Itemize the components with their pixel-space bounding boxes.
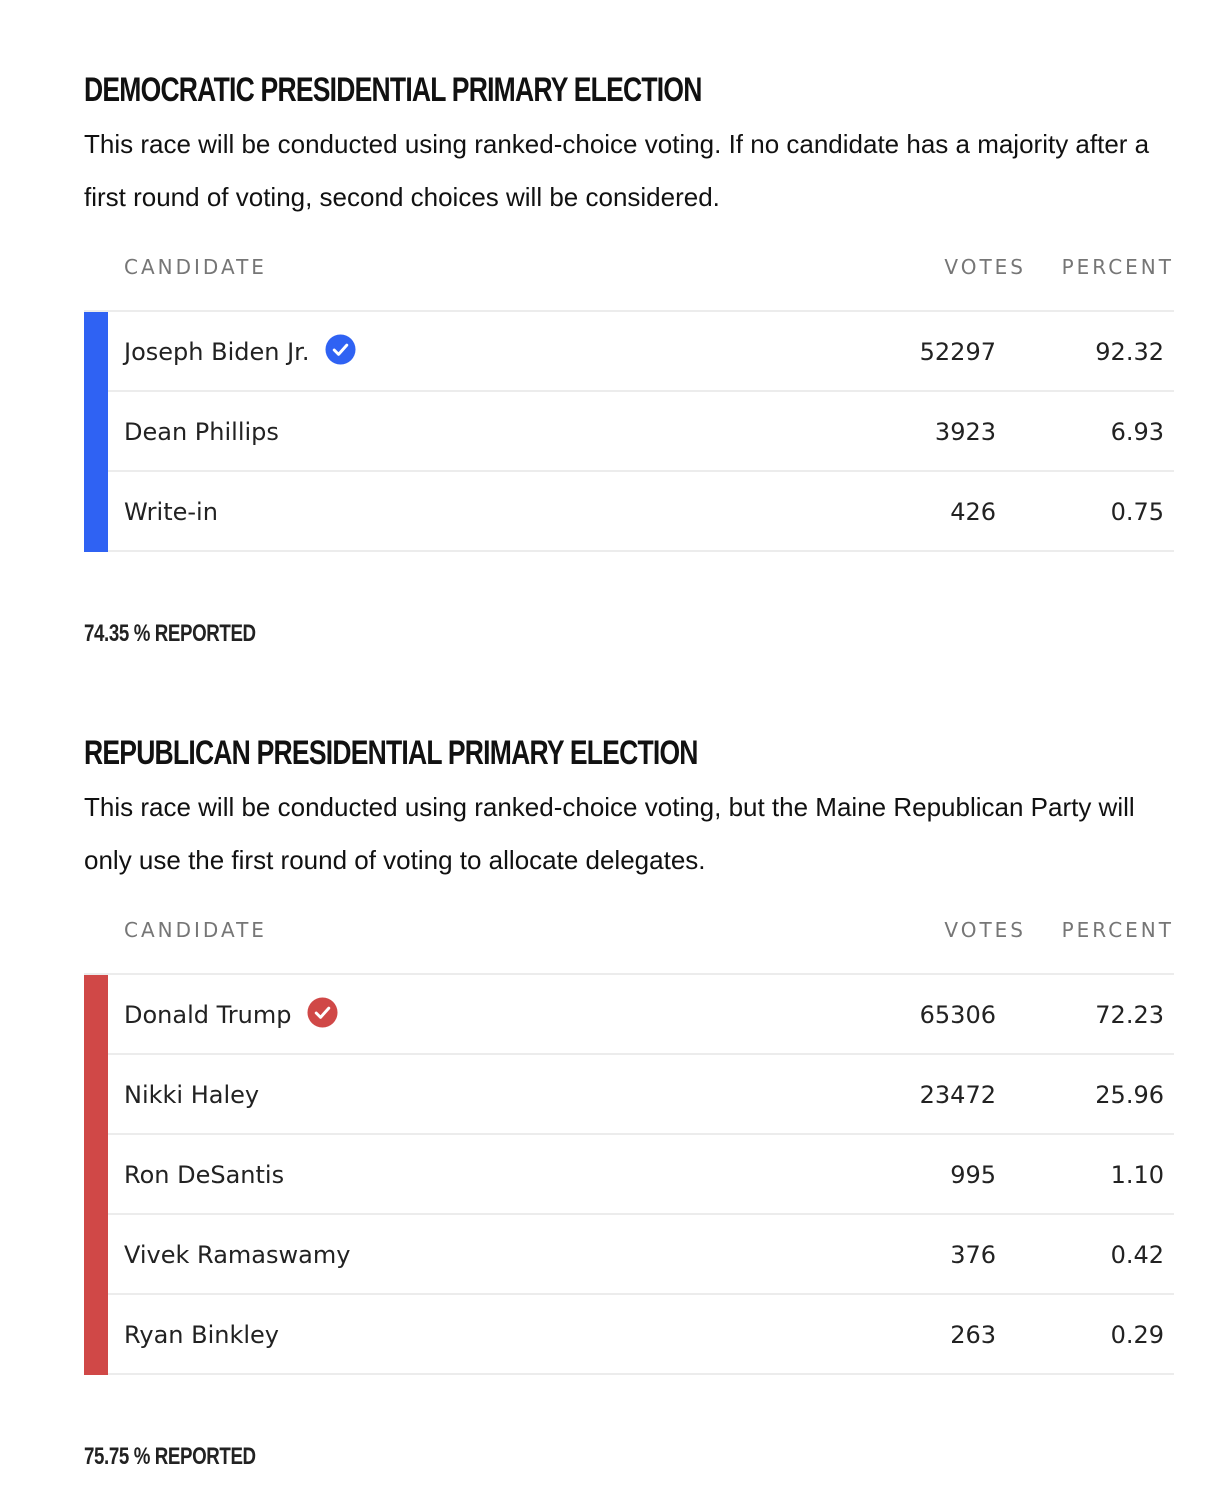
candidate-name-cell: Donald Trump — [124, 975, 338, 1055]
candidate-name-cell: Joseph Biden Jr. — [124, 312, 356, 392]
candidate-votes: 263 — [950, 1321, 996, 1349]
candidate-votes: 65306 — [919, 1001, 996, 1029]
candidate-votes: 995 — [950, 1161, 996, 1189]
party-color-bar — [84, 392, 108, 472]
party-color-bar — [84, 1055, 108, 1135]
candidate-percent: 0.29 — [1110, 1321, 1164, 1349]
candidate-percent: 72.23 — [1095, 1001, 1164, 1029]
party-color-bar — [84, 1215, 108, 1295]
candidate-name: Nikki Haley — [124, 1081, 260, 1109]
candidate-votes: 376 — [950, 1241, 996, 1269]
column-header-candidate: CANDIDATE — [124, 918, 267, 942]
candidate-percent: 0.42 — [1110, 1241, 1164, 1269]
column-header-votes: VOTES — [944, 255, 1026, 279]
party-color-bar — [84, 1295, 108, 1375]
candidate-name: Donald Trump — [124, 1001, 292, 1029]
results-table-header: CANDIDATE VOTES PERCENT — [84, 224, 1174, 312]
column-header-votes: VOTES — [944, 918, 1026, 942]
party-color-bar — [84, 472, 108, 552]
column-header-candidate: CANDIDATE — [124, 255, 267, 279]
checkmark-circle-icon — [307, 996, 338, 1028]
candidate-percent: 0.75 — [1110, 498, 1164, 526]
candidate-percent: 25.96 — [1095, 1081, 1164, 1109]
race-title: DEMOCRATIC PRESIDENTIAL PRIMARY ELECTION — [84, 71, 702, 109]
democratic-race: DEMOCRATIC PRESIDENTIAL PRIMARY ELECTION… — [84, 72, 1174, 552]
candidate-row: Ron DeSantis 995 1.10 — [84, 1135, 1174, 1215]
party-color-bar — [84, 312, 108, 392]
candidate-row: Ryan Binkley 263 0.29 — [84, 1295, 1174, 1375]
candidate-row: Joseph Biden Jr. 52297 92.32 — [84, 312, 1174, 392]
reported-percentage: 75.75 % REPORTED — [84, 1443, 256, 1470]
candidate-votes: 52297 — [919, 338, 996, 366]
candidate-row: Donald Trump 65306 72.23 — [84, 975, 1174, 1055]
checkmark-circle-icon — [325, 333, 356, 365]
candidate-name: Dean Phillips — [124, 418, 279, 446]
candidate-name: Vivek Ramaswamy — [124, 1241, 351, 1269]
candidate-percent: 6.93 — [1110, 418, 1164, 446]
race-description: This race will be conducted using ranked… — [84, 792, 1135, 875]
race-title: REPUBLICAN PRESIDENTIAL PRIMARY ELECTION — [84, 734, 698, 772]
candidate-row: Vivek Ramaswamy 376 0.42 — [84, 1215, 1174, 1295]
candidate-row: Write-in 426 0.75 — [84, 472, 1174, 552]
candidate-percent: 92.32 — [1095, 338, 1164, 366]
candidate-votes: 23472 — [919, 1081, 996, 1109]
candidate-votes: 3923 — [934, 418, 996, 446]
republican-race: REPUBLICAN PRESIDENTIAL PRIMARY ELECTION… — [84, 735, 1174, 1375]
candidate-name: Ryan Binkley — [124, 1321, 279, 1349]
candidate-name: Write-in — [124, 498, 218, 526]
candidate-name: Ron DeSantis — [124, 1161, 285, 1189]
candidate-percent: 1.10 — [1110, 1161, 1164, 1189]
results-table-header: CANDIDATE VOTES PERCENT — [84, 887, 1174, 975]
party-color-bar — [84, 1135, 108, 1215]
reported-percentage: 74.35 % REPORTED — [84, 620, 256, 647]
candidate-row: Dean Phillips 3923 6.93 — [84, 392, 1174, 472]
candidate-name: Joseph Biden Jr. — [124, 338, 310, 366]
candidate-votes: 426 — [950, 498, 996, 526]
party-color-bar — [84, 975, 108, 1055]
column-header-percent: PERCENT — [1061, 255, 1174, 279]
column-header-percent: PERCENT — [1061, 918, 1174, 942]
race-description: This race will be conducted using ranked… — [84, 129, 1150, 212]
candidate-row: Nikki Haley 23472 25.96 — [84, 1055, 1174, 1135]
